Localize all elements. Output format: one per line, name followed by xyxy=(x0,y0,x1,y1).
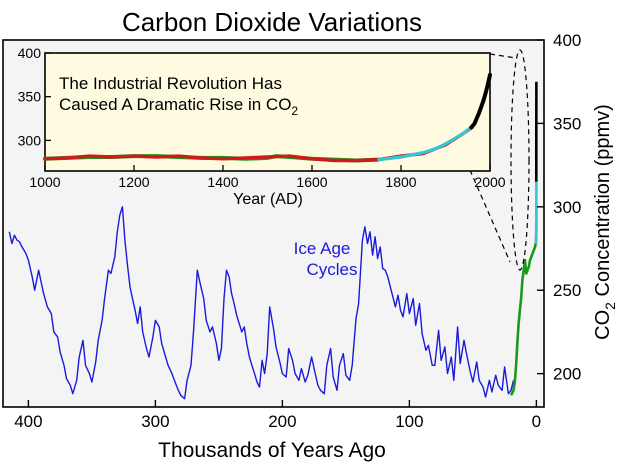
inset-annotation-line2-text: Caused A Dramatic Rise in CO xyxy=(59,95,291,114)
zoom-ellipse xyxy=(510,49,530,271)
y-label-co: CO xyxy=(592,310,614,340)
inset-annotation-line1: The Industrial Revolution Has xyxy=(59,74,282,93)
main-series-layer xyxy=(8,81,538,400)
inset-series-line-3 xyxy=(469,72,492,130)
main-y-tick-label-3: 350 xyxy=(553,114,581,133)
main-y-axis-label: CO2 Concentration (ppmv) xyxy=(592,104,618,340)
inset-x-tick-label-5: 2000 xyxy=(474,174,505,190)
inset-x-tick-label-3: 1600 xyxy=(296,174,327,190)
inset-x-tick-label-2: 1400 xyxy=(207,174,238,190)
inset-annotation-line2: Caused A Dramatic Rise in CO2 xyxy=(59,95,298,118)
inset-plot-area xyxy=(44,52,491,172)
main-x-axis-label: Thousands of Years Ago xyxy=(158,439,386,462)
chart-title: Carbon Dioxide Variations xyxy=(122,7,422,37)
inset-x-axis: 1000 1200 1400 1600 1800 2000 xyxy=(29,165,506,190)
main-series-line-1 xyxy=(509,243,537,396)
inset-x-tick-label-4: 1800 xyxy=(385,174,416,190)
main-y-tick-label-2: 300 xyxy=(553,198,581,217)
inset-annotation-subscript: 2 xyxy=(291,104,298,118)
zoom-connector xyxy=(469,49,530,271)
main-x-axis: 400 300 200 100 0 xyxy=(14,400,541,431)
main-x-tick-label-0: 400 xyxy=(14,412,42,431)
inset-x-tick-label-1: 1200 xyxy=(118,174,149,190)
ice-age-annotation-line1: Ice Age xyxy=(294,239,351,258)
main-x-tick-label-4: 0 xyxy=(532,412,541,431)
inset-y-tick-label-2: 400 xyxy=(18,45,42,61)
main-y-axis: 200 250 300 350 400 xyxy=(537,31,581,384)
main-series-line-0 xyxy=(8,206,515,400)
main-y-tick-label-4: 400 xyxy=(553,31,581,50)
inset-series-line-2 xyxy=(377,124,474,162)
inset-series-layer xyxy=(43,72,492,163)
inset-y-axis: 300 350 400 xyxy=(18,45,51,148)
inset-x-tick-label-0: 1000 xyxy=(29,174,60,190)
ice-age-annotation-line2: Cycles xyxy=(306,260,357,279)
y-label-subscript: 2 xyxy=(602,302,618,310)
y-label-rest: Concentration (ppmv) xyxy=(592,104,614,302)
main-y-tick-label-1: 250 xyxy=(553,281,581,300)
inset-y-tick-label-0: 300 xyxy=(18,132,42,148)
inset-y-tick-label-1: 350 xyxy=(18,89,42,105)
main-y-tick-label-0: 200 xyxy=(553,365,581,384)
zoom-connector-top xyxy=(489,53,517,59)
main-x-tick-label-1: 300 xyxy=(141,412,169,431)
inset-x-axis-label: Year (AD) xyxy=(233,191,303,208)
zoom-connector-bottom xyxy=(469,169,511,263)
main-x-tick-label-2: 200 xyxy=(268,412,296,431)
main-x-tick-label-3: 100 xyxy=(395,412,423,431)
